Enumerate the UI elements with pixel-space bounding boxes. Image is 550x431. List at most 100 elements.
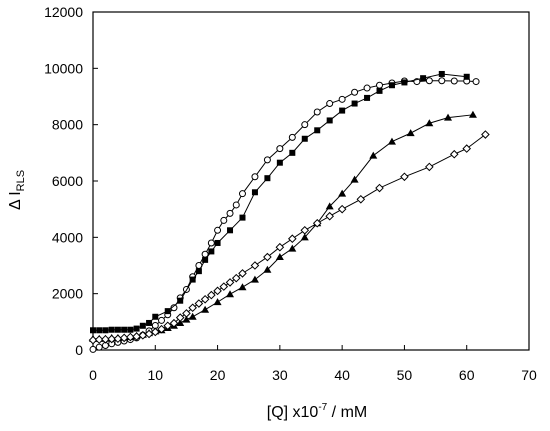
data-point: [102, 327, 109, 334]
data-point: [126, 332, 135, 342]
data-point: [90, 327, 96, 334]
data-point: [288, 244, 297, 252]
data-point: [176, 318, 185, 326]
data-point: [213, 298, 222, 306]
data-point: [207, 290, 216, 300]
data-point: [150, 327, 160, 337]
data-point: [96, 327, 103, 334]
data-point: [356, 195, 366, 204]
y-tick-label: 10000: [44, 60, 83, 76]
data-point: [152, 313, 159, 320]
data-point: [388, 82, 395, 89]
data-point: [425, 119, 434, 127]
data-point: [177, 297, 184, 304]
data-point: [406, 129, 415, 137]
data-point: [94, 335, 104, 344]
data-point: [463, 73, 470, 80]
data-point: [375, 183, 384, 193]
data-point: [202, 256, 209, 263]
plot-frame: [92, 11, 530, 351]
data-point: [220, 216, 228, 224]
data-point: [450, 77, 458, 85]
data-point: [301, 135, 308, 142]
data-point: [121, 326, 128, 333]
data-point: [444, 113, 453, 121]
data-point: [133, 325, 140, 332]
y-tick-label: 2000: [52, 286, 83, 302]
y-axis-title: Δ IRLS: [7, 170, 27, 210]
data-point: [163, 321, 173, 331]
y-axis-title-subscript: RLS: [15, 170, 27, 191]
series-layer: [88, 70, 490, 353]
data-point: [251, 173, 259, 181]
data-point: [326, 100, 334, 108]
data-point: [182, 315, 191, 323]
data-point: [288, 133, 296, 141]
data-point: [276, 159, 283, 166]
x-tick-label: 50: [397, 367, 413, 383]
y-tick-label: 6000: [52, 173, 83, 189]
data-point: [108, 326, 115, 333]
data-point: [194, 299, 204, 308]
data-point: [325, 211, 334, 221]
data-point: [225, 278, 235, 287]
data-point: [146, 319, 153, 326]
data-point: [481, 130, 490, 139]
data-point: [213, 286, 222, 296]
data-point: [169, 318, 179, 328]
data-point: [226, 209, 234, 217]
data-point: [175, 313, 185, 322]
series-open-diamond: [88, 130, 490, 345]
data-point: [251, 189, 258, 196]
data-point: [313, 108, 321, 116]
y-tick-label: 12000: [44, 4, 83, 20]
data-point: [338, 95, 346, 103]
data-point: [263, 265, 272, 273]
data-point: [207, 239, 215, 247]
data-point: [238, 269, 247, 278]
data-point: [339, 107, 346, 114]
data-point: [387, 137, 396, 145]
data-point: [275, 253, 284, 261]
data-point: [226, 290, 235, 298]
series-line: [92, 134, 486, 341]
data-point: [363, 84, 371, 92]
data-point: [438, 77, 446, 85]
y-tick-label: 8000: [52, 117, 83, 133]
data-point: [325, 202, 334, 210]
data-point: [462, 144, 472, 153]
data-point: [276, 145, 284, 153]
data-point: [472, 78, 480, 86]
data-point: [158, 316, 166, 324]
data-point: [195, 268, 202, 275]
data-point: [425, 162, 434, 172]
data-point: [288, 234, 297, 244]
data-point: [139, 322, 146, 329]
data-point: [157, 324, 166, 334]
x-axis-title-suffix: / mM: [327, 404, 367, 421]
x-tick-label: 40: [334, 367, 350, 383]
data-point: [264, 175, 271, 182]
data-point: [188, 312, 197, 320]
x-tick-label: 0: [89, 367, 97, 383]
data-point: [351, 100, 358, 107]
data-point: [275, 242, 285, 252]
data-point: [312, 218, 322, 228]
x-axis-title-superscript: -7: [318, 402, 327, 413]
data-point: [189, 276, 196, 283]
data-point: [219, 282, 229, 291]
data-point: [376, 81, 384, 89]
y-tick-label: 4000: [52, 229, 83, 245]
data-point: [250, 261, 260, 270]
data-point: [263, 252, 272, 262]
data-point: [350, 175, 359, 183]
data-point: [114, 326, 121, 333]
series-line: [92, 80, 477, 350]
x-tick-label: 60: [459, 367, 475, 383]
data-point: [201, 305, 210, 313]
data-point: [338, 189, 347, 197]
x-axis: 0 10 20 30 40 50 60 70: [89, 345, 537, 383]
data-point: [232, 201, 240, 209]
data-point: [88, 335, 98, 345]
data-point: [214, 226, 222, 234]
